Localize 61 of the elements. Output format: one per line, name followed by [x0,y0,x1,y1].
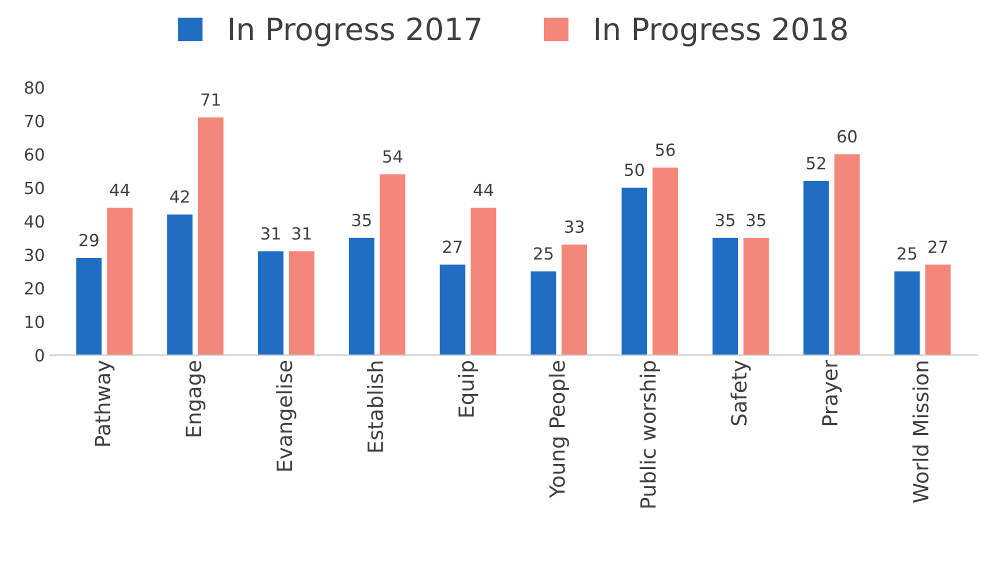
bar [743,238,769,356]
bar [652,168,678,356]
data-label: 25 [898,247,916,260]
x-tick-label: Safety [730,360,751,426]
data-label: 31 [261,227,280,240]
y-tick-label: 80 [24,81,44,94]
data-label: 44 [474,184,494,196]
data-label: 35 [716,214,734,226]
legend-label: In Progress 2018 [596,17,847,46]
bar [894,271,920,356]
data-label: 27 [443,240,462,253]
y-tick-label: 70 [25,114,44,128]
x-tick-label: Prayer [822,360,842,426]
y-tick-label: 0 [35,348,44,362]
data-label: 35 [746,214,766,226]
data-label: 25 [534,247,553,260]
bar [167,214,193,356]
data-label: 29 [80,234,98,246]
bar [258,251,284,356]
x-tick-label: Young People [548,360,569,498]
x-tick-label: Engage [186,360,206,436]
data-label: 52 [806,156,826,170]
y-tick-label: 40 [24,215,44,228]
bar [834,154,860,356]
bar [622,188,648,356]
data-label: 71 [202,93,220,106]
data-label: 35 [352,214,371,226]
data-label: 42 [170,190,189,203]
bar [380,174,406,356]
bar [198,117,224,356]
bar [348,238,374,356]
data-label: 56 [656,143,675,156]
x-tick-label: Pathway [94,360,114,446]
data-label: 31 [292,227,311,240]
x-tick-label: Establish [367,362,384,452]
x-tick-label: Evangelise [276,360,296,471]
y-tick-label: 30 [25,248,44,262]
data-label: 44 [110,184,130,196]
bar [925,264,951,356]
bar [803,181,829,356]
bar [107,208,133,356]
legend-label: In Progress 2017 [230,17,480,46]
x-tick-label: Public worship [640,361,660,508]
x-tick-label: World Mission [912,362,929,503]
bar [76,258,102,356]
data-label: 27 [928,240,948,253]
bar [562,244,588,356]
x-tick-label: Equip [458,361,478,416]
bar [712,238,738,356]
bar [440,264,466,356]
y-tick-label: 10 [26,316,44,328]
data-label: 54 [383,150,402,163]
y-tick-label: 50 [25,182,44,194]
bar [470,208,496,356]
data-label: 33 [565,220,584,234]
data-label: 50 [625,164,644,176]
data-label: 60 [838,130,857,143]
bar [530,271,556,356]
y-tick-label: 20 [25,282,44,295]
y-tick-label: 60 [24,148,44,161]
bar [288,251,314,356]
